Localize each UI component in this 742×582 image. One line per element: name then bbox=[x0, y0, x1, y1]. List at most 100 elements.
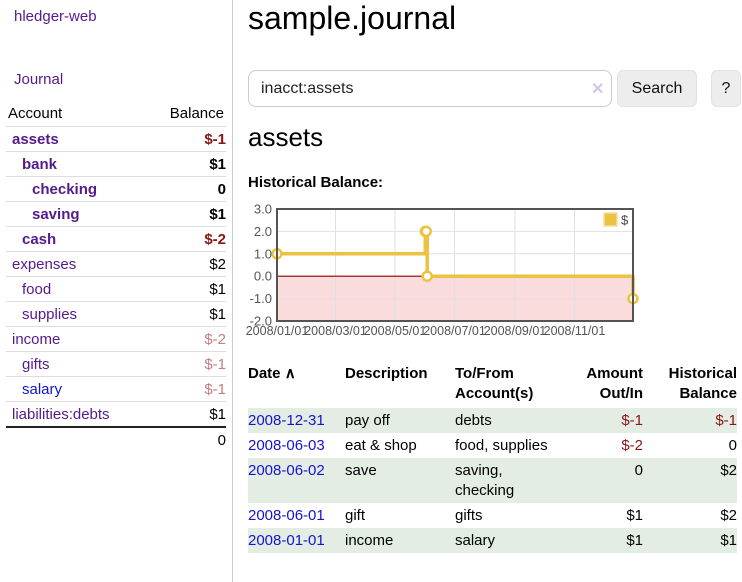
account-row: assets $-1 bbox=[6, 126, 226, 152]
x-axis-tick-label: 2008/11/01 bbox=[544, 324, 606, 338]
register-date-link[interactable]: 2008-06-01 bbox=[248, 507, 325, 524]
sidebar-account-balance: $-1 bbox=[156, 376, 226, 402]
y-axis-tick-label: 1.0 bbox=[254, 246, 272, 261]
sidebar-account-assets[interactable]: assets bbox=[6, 126, 156, 152]
description-column-header: Description bbox=[345, 365, 428, 382]
sidebar-account-balance: $-2 bbox=[156, 326, 226, 352]
sidebar-account-checking[interactable]: checking bbox=[6, 176, 156, 202]
register-balance: 0 bbox=[728, 437, 737, 454]
register-date-link[interactable]: 2008-06-03 bbox=[248, 437, 325, 454]
register-amount: $1 bbox=[558, 528, 643, 553]
register-accounts: food, supplies bbox=[455, 437, 548, 454]
register-amount: 0 bbox=[558, 458, 643, 503]
data-point-marker bbox=[421, 270, 433, 282]
register-row: 2008-06-02 save saving, checking 0 $2 bbox=[248, 458, 737, 503]
sidebar-account-gifts[interactable]: gifts bbox=[6, 351, 156, 377]
balance-column-header: Balance bbox=[169, 105, 224, 122]
y-axis-tick-label: -2.0 bbox=[250, 314, 272, 329]
register-header-row: Date ∧ Description To/From Account(s) Am… bbox=[248, 362, 737, 408]
register-accounts: debts bbox=[455, 408, 558, 433]
register-balance: $1 bbox=[643, 528, 737, 553]
register-row: 2008-06-01 gift gifts $1 $2 bbox=[248, 503, 737, 528]
date-column-header[interactable]: Date ∧ bbox=[248, 365, 296, 382]
clear-search-icon[interactable]: ✕ bbox=[591, 81, 605, 98]
chart-title-label: Historical Balance: bbox=[248, 174, 384, 191]
accounts-total-balance: 0 bbox=[156, 426, 226, 452]
legend-swatch bbox=[603, 212, 618, 227]
page-title: sample.journal bbox=[248, 0, 457, 36]
register-row: 2008-12-31 pay off debts $-1 $-1 bbox=[248, 408, 737, 433]
register-balance: $2 bbox=[720, 507, 737, 524]
sidebar-account-balance: $-1 bbox=[156, 351, 226, 377]
account-row: income $-2 bbox=[6, 326, 226, 352]
amount-column-header: Amount Out/In bbox=[586, 365, 643, 402]
sidebar-account-balance: $1 bbox=[156, 151, 226, 177]
register-description: save bbox=[345, 458, 455, 503]
legend-label: $ bbox=[621, 213, 629, 228]
register-row: 2008-06-03 eat & shop food, supplies $-2 0 bbox=[248, 433, 737, 458]
y-axis-tick-label: 0.0 bbox=[254, 269, 272, 284]
x-axis-tick-label: 2008/01/01 bbox=[246, 324, 309, 338]
sidebar-account-supplies[interactable]: supplies bbox=[6, 301, 156, 327]
sidebar-account-expenses[interactable]: expenses bbox=[6, 251, 156, 277]
sidebar-account-balance: 0 bbox=[156, 176, 226, 202]
account-row: expenses $2 bbox=[6, 251, 226, 277]
account-row: checking 0 bbox=[6, 176, 226, 202]
register-date-link[interactable]: 2008-12-31 bbox=[248, 408, 345, 433]
accounts-balance-table: Account Balance assets $-1 bank $1 checking 0… bbox=[6, 102, 226, 452]
sidebar-account-liabilities-debts[interactable]: liabilities:debts bbox=[6, 401, 156, 427]
sidebar-account-balance: $1 bbox=[156, 301, 226, 327]
accounts-header-row: Account Balance bbox=[6, 102, 226, 127]
accounts-column-header: Account bbox=[8, 105, 63, 122]
data-point-marker bbox=[420, 225, 432, 238]
register-description: gift bbox=[345, 507, 366, 524]
search-button[interactable]: Search bbox=[617, 70, 697, 107]
accounts-column-header-main: To/From Account(s) bbox=[455, 365, 534, 402]
balance-column-header-main: Historical Balance bbox=[668, 365, 737, 402]
register-date-link[interactable]: 2008-01-01 bbox=[248, 528, 345, 553]
sidebar-account-salary[interactable]: salary bbox=[6, 376, 156, 402]
account-row: saving $1 bbox=[6, 201, 226, 227]
sidebar-account-balance: $-1 bbox=[156, 126, 226, 152]
sort-ascending-icon: ∧ bbox=[284, 365, 296, 382]
x-axis-tick-label: 2008/09/01 bbox=[484, 324, 547, 338]
register-date-link[interactable]: 2008-06-02 bbox=[248, 458, 345, 503]
search-input[interactable] bbox=[248, 70, 612, 107]
sidebar-account-balance: $1 bbox=[156, 401, 226, 427]
app-title-link[interactable]: hledger-web bbox=[14, 8, 97, 25]
sidebar-account-food[interactable]: food bbox=[6, 276, 156, 302]
account-row: cash $-2 bbox=[6, 226, 226, 252]
accounts-total-spacer bbox=[6, 426, 156, 452]
account-row: gifts $-1 bbox=[6, 351, 226, 377]
register-amount: $-1 bbox=[558, 408, 643, 433]
y-axis-tick-label: 2.0 bbox=[254, 224, 272, 239]
sidebar-account-income[interactable]: income bbox=[6, 326, 156, 352]
sidebar-account-saving[interactable]: saving bbox=[6, 201, 156, 227]
register-balance: $-1 bbox=[643, 408, 737, 433]
account-row: bank $1 bbox=[6, 151, 226, 177]
historical-balance-chart: $3.0 2.0 1.0 0.0 -1.0 -2.02008/01/012008/03/0… bbox=[246, 202, 639, 338]
sidebar-item-journal[interactable]: Journal bbox=[14, 71, 64, 88]
help-button[interactable]: ? bbox=[711, 70, 741, 107]
sidebar-account-cash[interactable]: cash bbox=[6, 226, 156, 252]
plot-border bbox=[276, 208, 634, 322]
sidebar-account-balance: $1 bbox=[156, 276, 226, 302]
y-axis-tick-label: -1.0 bbox=[250, 291, 272, 306]
register-amount: $1 bbox=[626, 507, 643, 524]
register-description: eat & shop bbox=[345, 437, 417, 454]
register-row: 2008-01-01 income salary $1 $1 bbox=[248, 528, 737, 553]
sidebar: hledger-web Journal Account Balance asse… bbox=[0, 0, 233, 582]
register-balance: $2 bbox=[643, 458, 737, 503]
accounts-total-row: 0 bbox=[6, 426, 226, 452]
register-accounts: gifts bbox=[455, 507, 483, 524]
sidebar-account-bank[interactable]: bank bbox=[6, 151, 156, 177]
register-table: Date ∧ Description To/From Account(s) Am… bbox=[248, 362, 737, 553]
account-row: liabilities:debts $1 bbox=[6, 401, 226, 427]
sidebar-account-balance: $-2 bbox=[156, 226, 226, 252]
register-accounts: salary bbox=[455, 528, 558, 553]
y-axis-tick-label: 3.0 bbox=[254, 202, 272, 217]
sidebar-account-balance: $2 bbox=[156, 251, 226, 277]
sidebar-account-balance: $1 bbox=[156, 201, 226, 227]
x-axis-tick-label: 2008/07/01 bbox=[423, 324, 486, 338]
register-description: pay off bbox=[345, 408, 455, 433]
